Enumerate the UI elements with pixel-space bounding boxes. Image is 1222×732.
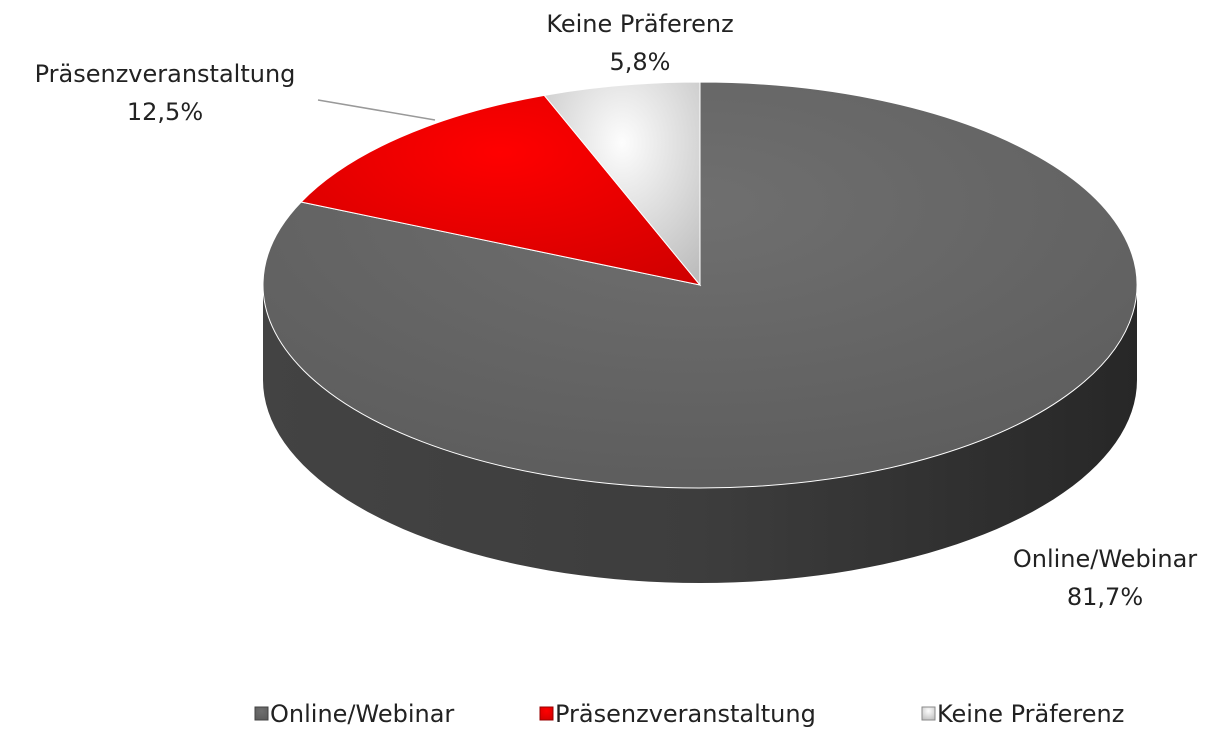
legend-marker: [539, 706, 554, 721]
data-label-name: Keine Präferenz: [546, 10, 733, 38]
pie-sides: [263, 285, 1137, 583]
legend-label: Präsenzveranstaltung: [555, 700, 816, 728]
legend-label: Online/Webinar: [270, 700, 454, 728]
leader-line: [317, 99, 436, 121]
slice-side: [263, 285, 1137, 583]
legend-marker: [254, 706, 269, 721]
data-label-value: 12,5%: [127, 98, 203, 126]
data-label-value: 5,8%: [610, 48, 671, 76]
pie-tops: [262, 81, 1138, 489]
data-label-value: 81,7%: [1067, 583, 1143, 611]
slice: [300, 94, 702, 286]
data-labels: Online/Webinar 81,7% Präsenzveranstaltung 1…: [35, 10, 1198, 611]
data-label-name: Online/Webinar: [1013, 545, 1197, 573]
legend-label: Keine Präferenz: [937, 700, 1124, 728]
legend: Online/Webinar Präsenzveranstaltung Keine …: [254, 700, 1124, 728]
legend-marker: [921, 706, 936, 721]
slice: [543, 81, 701, 287]
data-label-name: Präsenzveranstaltung: [35, 60, 296, 88]
